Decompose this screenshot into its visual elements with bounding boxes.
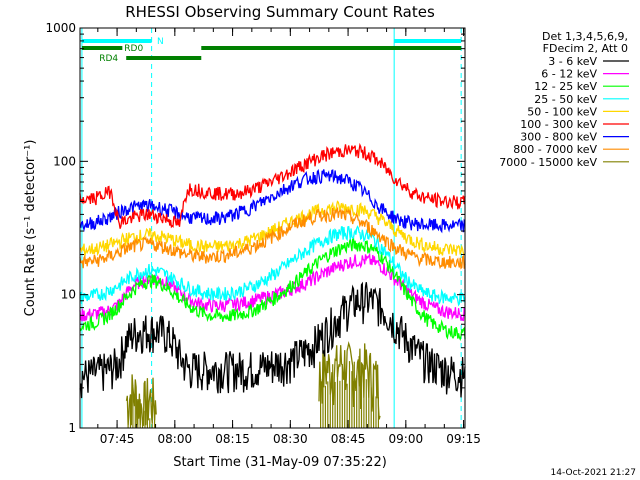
series-line-6 [79,169,466,234]
series-line-2 [79,237,466,341]
legend-entry-label: 25 - 50 keV [534,93,597,106]
legend-entry-label: 100 - 300 keV [520,118,597,131]
timestamp-label: 14-Oct-2021 21:27 [551,468,636,478]
y-axis: 1 10 100 1000 [45,21,465,435]
x-tick-label: 08:15 [215,432,250,446]
x-axis-label: Start Time (31-May-09 07:35:22) [173,455,387,470]
y-axis-label: Count Rate (s⁻¹ detector⁻¹) [23,140,38,317]
legend-entry-label: 6 - 12 keV [541,68,597,81]
y-tick-label: 10 [61,288,76,302]
series-line-1 [79,252,466,323]
flag-label-rd0: RD0 [124,44,143,54]
legend-header-line-1: Det 1,3,4,5,6,9, [542,30,628,43]
chart-title: RHESSI Observing Summary Count Rates [125,3,435,21]
legend-entry-label: 300 - 800 keV [520,131,597,144]
flag-label-n: N [157,37,164,47]
series-8-bars [127,356,379,428]
plot-frame [79,27,466,429]
x-tick-label: 08:00 [158,432,193,446]
series-line-5 [79,142,466,229]
y-tick-label: 1 [68,421,76,435]
y-tick-label: 100 [53,154,76,168]
series-line-4 [79,200,465,257]
legend-entry-label: 50 - 100 keV [527,105,597,118]
legend-entry-label: 3 - 6 keV [548,55,597,68]
series-line-0 [79,281,466,399]
plot-area: N RD0 RD4 [79,28,466,428]
x-tick-label: 09:00 [389,432,424,446]
flag-label-rd4: RD4 [99,54,118,64]
legend-entry-label: 7000 - 15000 keV [499,156,597,169]
x-tick-label: 09:15 [446,432,481,446]
y-tick-label: 1000 [45,21,76,35]
legend-entry-label: 800 - 7000 keV [513,143,597,156]
series-line-8 [125,341,381,426]
x-axis: 07:45 08:00 08:15 08:30 08:45 09:00 09:15 [97,28,481,446]
x-tick-label: 07:45 [100,432,135,446]
x-tick-label: 08:45 [331,432,366,446]
series-line-3 [79,225,466,307]
series-line-7 [79,206,466,270]
legend-entry-label: 12 - 25 keV [534,80,597,93]
x-tick-label: 08:30 [273,432,308,446]
legend-header-line-2: FDecim 2, Att 0 [543,42,628,55]
legend: Det 1,3,4,5,6,9, FDecim 2, Att 0 3 - 6 k… [499,30,629,169]
